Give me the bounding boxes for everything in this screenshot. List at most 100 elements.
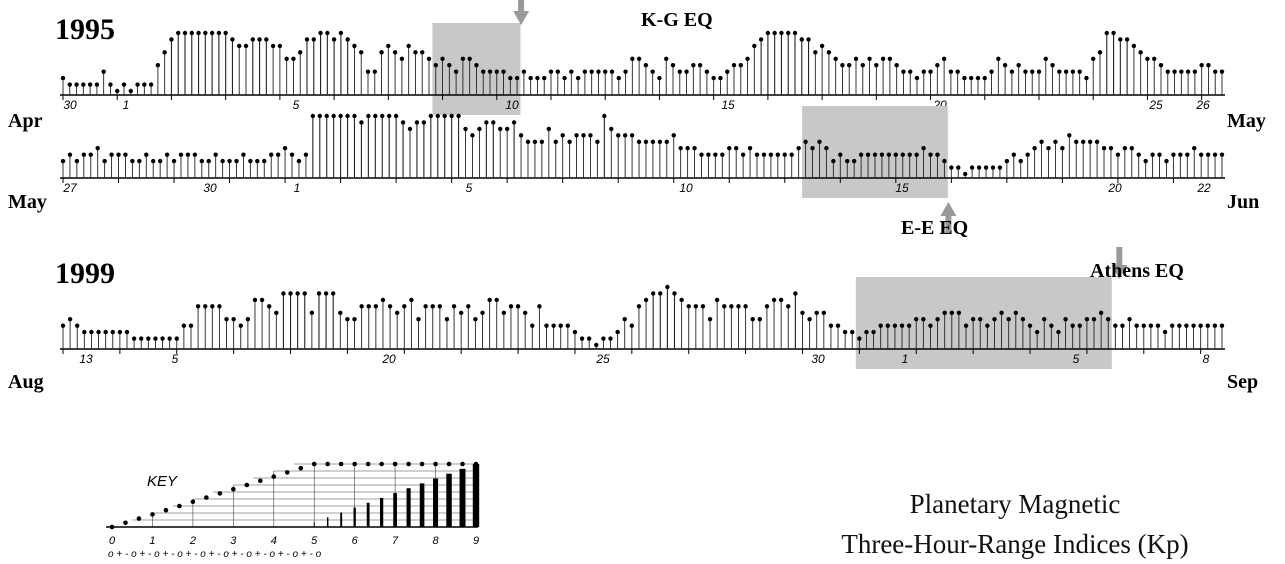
kp-point xyxy=(779,30,784,36)
kp-point xyxy=(387,304,393,309)
kp-point xyxy=(338,30,344,36)
day-label: 1 xyxy=(294,181,301,195)
kp-point xyxy=(665,284,670,290)
kp-point xyxy=(764,304,770,309)
kp-point xyxy=(623,69,628,74)
kp-point xyxy=(223,30,228,36)
year-label: 1999 xyxy=(55,257,115,290)
key-bar xyxy=(433,478,439,527)
kp-point xyxy=(196,30,201,36)
kp-point xyxy=(824,146,829,151)
kp-point xyxy=(1067,133,1072,138)
kp-point xyxy=(969,165,975,170)
kp-point xyxy=(616,75,621,81)
kp-point xyxy=(908,69,913,74)
kp-point xyxy=(1074,139,1079,144)
kp-point xyxy=(677,69,682,74)
kp-point xyxy=(851,158,857,164)
kp-point xyxy=(928,152,933,157)
kp-point xyxy=(768,152,774,157)
kp-point xyxy=(982,75,987,81)
kp-point xyxy=(1171,152,1176,157)
kp-point xyxy=(900,152,905,157)
kp-point xyxy=(1145,56,1150,61)
kp-point xyxy=(95,146,100,151)
kp-point xyxy=(477,126,482,132)
kp-point xyxy=(1205,152,1211,157)
kp-point xyxy=(761,152,767,157)
key-point xyxy=(123,520,128,526)
kp-point xyxy=(819,43,825,49)
kp-point xyxy=(636,304,642,309)
kp-point xyxy=(181,323,187,328)
key-point xyxy=(406,461,411,467)
kp-point xyxy=(366,304,371,309)
kp-point xyxy=(551,323,556,328)
kp-point xyxy=(1046,146,1051,151)
kp-point xyxy=(657,75,662,81)
kp-point xyxy=(786,304,791,309)
kp-point xyxy=(603,69,608,74)
kp-point xyxy=(217,304,222,309)
kp-point xyxy=(658,291,663,296)
kp-point xyxy=(304,37,310,42)
kp-point xyxy=(711,75,716,81)
kp-point xyxy=(101,69,106,74)
kp-point xyxy=(872,152,878,157)
kp-point xyxy=(189,30,194,36)
key-point xyxy=(365,461,371,467)
kp-point xyxy=(771,297,777,303)
kp-point xyxy=(373,304,379,309)
kp-point xyxy=(209,30,215,36)
kp-point xyxy=(874,63,879,68)
kp-point xyxy=(139,336,144,341)
kp-point xyxy=(372,69,377,74)
kp-point xyxy=(121,82,127,87)
kp-point xyxy=(338,310,343,315)
key-point xyxy=(352,461,357,467)
day-label: 15 xyxy=(895,181,909,195)
kp-point xyxy=(1219,323,1225,328)
eq-label: E-E EQ xyxy=(901,217,968,239)
kp-point xyxy=(142,82,147,87)
kp-point xyxy=(1164,158,1169,164)
kp-point xyxy=(985,323,990,328)
kp-point xyxy=(87,82,93,87)
kp-point xyxy=(220,158,225,164)
kp-point xyxy=(298,50,303,55)
key-level-label: 7 xyxy=(392,535,399,547)
kp-point xyxy=(270,43,276,49)
kp-point xyxy=(789,152,794,157)
kp-point xyxy=(813,50,818,55)
kp-point xyxy=(596,69,601,74)
kp-point xyxy=(1080,139,1086,144)
key-point xyxy=(271,474,277,479)
kp-point xyxy=(720,152,725,157)
kp-point xyxy=(745,56,750,61)
kp-point xyxy=(210,304,215,309)
kp-point xyxy=(1212,152,1218,157)
day-label: 30 xyxy=(203,181,217,195)
kp-point xyxy=(978,317,983,322)
kp-point xyxy=(116,152,121,157)
kp-point xyxy=(548,69,554,74)
key-level-label: 5 xyxy=(311,535,318,547)
kp-point xyxy=(435,113,440,119)
key-point xyxy=(325,461,331,467)
kp-point xyxy=(224,317,229,322)
kp-point xyxy=(1178,152,1183,157)
kp-point xyxy=(793,291,798,296)
kp-point xyxy=(393,113,399,119)
kp-point xyxy=(892,323,898,328)
kp-point xyxy=(914,75,920,81)
kp-point xyxy=(386,43,391,49)
kp-point xyxy=(956,165,961,170)
kp-point xyxy=(88,152,93,157)
month-end-label: Sep xyxy=(1227,371,1258,393)
kp-point xyxy=(752,43,757,49)
kp-point xyxy=(643,139,649,144)
kp-point xyxy=(366,113,371,119)
kp-point xyxy=(990,165,996,170)
